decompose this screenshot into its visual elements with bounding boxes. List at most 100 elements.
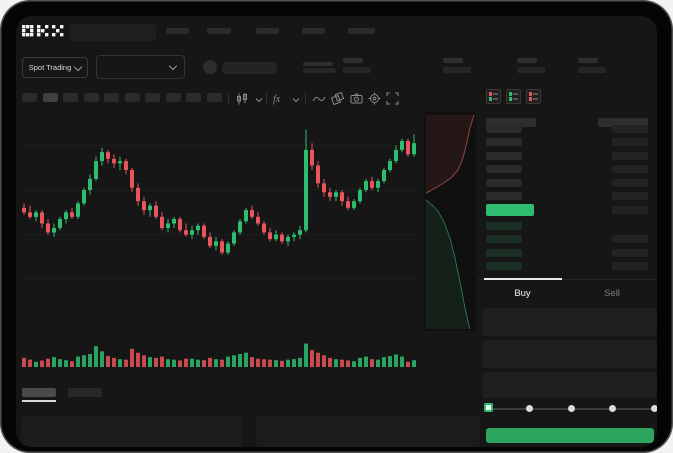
bid-row[interactable] bbox=[486, 246, 648, 260]
orderbook-value-placeholder bbox=[612, 138, 648, 147]
orderbook-header-placeholder bbox=[486, 118, 536, 127]
stat-label-placeholder bbox=[343, 58, 363, 63]
bid-row[interactable] bbox=[486, 219, 648, 233]
chevron-down-icon[interactable] bbox=[255, 97, 263, 103]
toolbar-divider bbox=[305, 92, 306, 104]
stat-label-placeholder bbox=[578, 58, 598, 63]
indicators-icon[interactable]: fx bbox=[272, 91, 288, 105]
slider-handle[interactable] bbox=[483, 403, 493, 412]
active-tab-underline bbox=[484, 278, 562, 280]
orderbook-value-placeholder bbox=[612, 262, 648, 271]
bids-list bbox=[486, 219, 648, 273]
amount-input[interactable] bbox=[482, 340, 657, 368]
settings-icon[interactable] bbox=[368, 92, 381, 105]
book-asks-icon[interactable] bbox=[506, 89, 521, 104]
fullscreen-icon[interactable] bbox=[386, 92, 399, 105]
stat-value-placeholder bbox=[578, 67, 606, 73]
asks-list bbox=[486, 122, 648, 203]
orders-table-placeholder bbox=[21, 416, 242, 447]
timeframe-button-placeholder[interactable] bbox=[124, 93, 140, 102]
orderbook-price-placeholder bbox=[486, 262, 522, 271]
book-color-bar bbox=[489, 97, 492, 101]
last-price-badge bbox=[486, 204, 534, 216]
book-bids-icon[interactable] bbox=[526, 89, 541, 104]
bid-row[interactable] bbox=[486, 233, 648, 247]
chevron-down-icon[interactable] bbox=[292, 97, 300, 103]
orderbook-price-placeholder bbox=[486, 138, 522, 147]
svg-text:fx: fx bbox=[273, 94, 281, 105]
tab-sell[interactable]: Sell bbox=[604, 287, 620, 299]
ask-row[interactable] bbox=[486, 176, 648, 190]
orderbook-value-placeholder bbox=[612, 248, 648, 257]
timeframe-button-placeholder[interactable] bbox=[104, 93, 119, 102]
slider-dot[interactable] bbox=[567, 405, 575, 412]
ask-row[interactable] bbox=[486, 190, 648, 204]
slider-dot[interactable] bbox=[650, 405, 657, 412]
orderbook-value-placeholder bbox=[612, 206, 648, 214]
pair-dropdown[interactable] bbox=[96, 55, 185, 79]
nav-item-placeholder[interactable] bbox=[166, 28, 189, 34]
book-color-bar bbox=[529, 92, 532, 96]
coin-avatar bbox=[203, 60, 217, 74]
timeframe-button-placeholder[interactable] bbox=[145, 93, 160, 102]
bottom-tab-active-placeholder[interactable] bbox=[22, 388, 56, 397]
bid-row[interactable] bbox=[486, 260, 648, 274]
chevron-down-icon bbox=[168, 61, 178, 71]
tab-buy[interactable]: Buy bbox=[514, 287, 531, 299]
ask-row[interactable] bbox=[486, 136, 648, 150]
book-color-bar bbox=[509, 92, 512, 96]
price-input[interactable] bbox=[482, 308, 657, 336]
stat-label-placeholder bbox=[517, 58, 537, 63]
orders-table-placeholder bbox=[256, 416, 480, 447]
amount-slider[interactable] bbox=[483, 402, 657, 416]
depth-chart bbox=[424, 112, 476, 331]
line-tool-icon[interactable] bbox=[312, 93, 326, 105]
orderbook-value-placeholder bbox=[612, 124, 648, 133]
timeframe-button-placeholder[interactable] bbox=[42, 93, 58, 102]
ask-row[interactable] bbox=[486, 163, 648, 177]
ticker-block-placeholder bbox=[70, 24, 156, 41]
timeframe-button-placeholder[interactable] bbox=[165, 93, 181, 102]
ask-row[interactable] bbox=[486, 122, 648, 136]
ask-row[interactable] bbox=[486, 149, 648, 163]
book-color-bar bbox=[529, 97, 532, 101]
camera-icon[interactable] bbox=[350, 93, 363, 104]
toolbar-divider bbox=[266, 92, 267, 104]
orderbook-value-placeholder bbox=[612, 165, 648, 174]
candlestick-chart[interactable] bbox=[20, 112, 418, 335]
orderbook-price-placeholder bbox=[486, 235, 522, 244]
stat-label-placeholder bbox=[303, 62, 333, 66]
market-type-selector[interactable]: Spot Trading bbox=[22, 57, 88, 78]
timeframe-button-placeholder[interactable] bbox=[63, 93, 78, 102]
timeframe-button-placeholder[interactable] bbox=[22, 93, 37, 102]
nav-item-placeholder[interactable] bbox=[256, 28, 279, 34]
bottom-tab-placeholder[interactable] bbox=[68, 388, 102, 397]
timeframe-button-placeholder[interactable] bbox=[206, 93, 222, 102]
total-input[interactable] bbox=[482, 372, 657, 398]
book-line bbox=[513, 98, 518, 100]
book-line bbox=[493, 98, 498, 100]
last-price-row[interactable] bbox=[486, 204, 648, 217]
orderbook-value-placeholder bbox=[612, 151, 648, 160]
compare-icon[interactable] bbox=[331, 92, 344, 105]
orderbook-value-placeholder bbox=[612, 235, 648, 244]
nav-item-placeholder[interactable] bbox=[302, 28, 325, 34]
stat-value-placeholder bbox=[443, 67, 471, 73]
book-line bbox=[513, 93, 518, 95]
orderbook-price-placeholder bbox=[486, 178, 522, 187]
book-line bbox=[533, 98, 538, 100]
app-window: Spot Trading fx Buy Sell bbox=[16, 16, 657, 447]
timeframe-button-placeholder[interactable] bbox=[83, 93, 99, 102]
slider-dot[interactable] bbox=[609, 405, 616, 412]
book-all-icon[interactable] bbox=[486, 89, 501, 104]
book-line bbox=[533, 93, 538, 95]
candles-style-icon[interactable] bbox=[235, 92, 249, 106]
slider-dot[interactable] bbox=[526, 405, 533, 412]
book-color-bar bbox=[509, 97, 512, 101]
nav-item-placeholder[interactable] bbox=[348, 28, 375, 34]
timeframe-button-placeholder[interactable] bbox=[186, 93, 201, 102]
orderbook-layout-toggles bbox=[486, 89, 541, 104]
buy-submit-button[interactable] bbox=[486, 428, 654, 443]
nav-item-placeholder[interactable] bbox=[207, 28, 231, 34]
